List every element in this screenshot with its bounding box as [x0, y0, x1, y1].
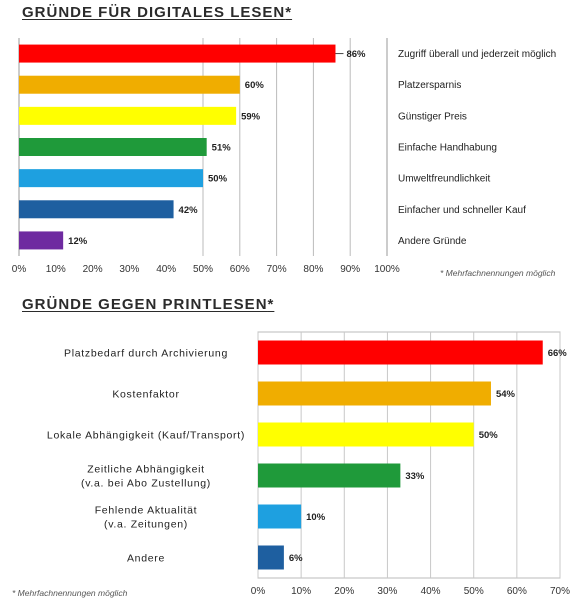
chart1-x-tick-label: 70% [267, 264, 287, 275]
chart1-data-label: 60% [245, 80, 265, 91]
chart1-x-tick-label: 10% [46, 264, 66, 275]
chart2-bar [258, 340, 543, 365]
chart1-category-label: Einfacher und schneller Kauf [398, 205, 526, 216]
chart1-category-label: Einfache Handhabung [398, 143, 497, 154]
chart2-bar [258, 422, 474, 447]
chart1-x-tick-label: 50% [193, 264, 213, 275]
chart1-bar [19, 138, 207, 156]
chart2-title: GRÜNDE GEGEN PRINTLESEN* [22, 296, 275, 313]
chart2-bar [258, 504, 302, 529]
chart1-title: GRÜNDE FÜR DIGITALES LESEN* [22, 4, 293, 21]
chart1-bar [19, 106, 237, 125]
chart1-category-label: Umweltfreundlichkeit [398, 174, 490, 185]
chart1-bar [19, 75, 240, 94]
chart1-category-label: Platzersparnis [398, 80, 461, 91]
chart1-data-label: 42% [179, 205, 199, 216]
chart1-category-label: Andere Gründe [398, 236, 467, 247]
chart1-data-label: 51% [212, 143, 232, 154]
chart2-category-label: Kostenfaktor [112, 389, 179, 401]
chart1-data-label: 50% [208, 174, 228, 185]
chart2-bar [258, 545, 284, 570]
chart2-category-label: (v.a. bei Abo Zustellung) [81, 478, 211, 490]
chart1-x-tick-label: 60% [230, 264, 250, 275]
chart1-data-label: 59% [241, 111, 261, 122]
chart1-x-tick-label: 30% [119, 264, 139, 275]
chart1-bar [19, 200, 174, 219]
chart2-category-label: Fehlende Aktualität [95, 505, 198, 517]
chart1-note: * Mehrfachnennungen möglich [440, 268, 556, 278]
chart2-x-tick-label: 40% [421, 586, 441, 597]
chart2-category-label: Zeitliche Abhängigkeit [87, 464, 205, 476]
chart1-data-label: 86% [346, 49, 366, 60]
chart1-category-label: Günstiger Preis [398, 111, 467, 122]
chart1-bar [19, 231, 64, 250]
chart2-category-label: Lokale Abhängigkeit (Kauf/Transport) [47, 430, 245, 442]
chart1-x-tick-label: 40% [156, 264, 176, 275]
chart2-x-tick-label: 60% [507, 586, 527, 597]
chart1-bar [19, 169, 203, 188]
chart2-x-tick-label: 10% [291, 586, 311, 597]
chart2-data-label: 50% [479, 430, 499, 441]
chart1-x-tick-label: 90% [340, 264, 360, 275]
chart2-data-label: 66% [548, 348, 568, 359]
chart2-x-tick-label: 70% [550, 586, 570, 597]
chart1-category-label: Zugriff überall und jederzeit möglich [398, 49, 556, 60]
chart2-data-label: 54% [496, 389, 516, 400]
chart2-data-label: 6% [289, 553, 303, 564]
chart1-svg: 0% 10% 20% 30% 40% 50% 60% 70% 80% 90% 100% 86% Zugr… [12, 38, 556, 275]
chart2-x-tick-label: 30% [377, 586, 397, 597]
chart1-x-tick-label: 0% [12, 264, 27, 275]
chart2-data-label: 10% [306, 512, 326, 523]
chart2-category-label: Platzbedarf durch Archivierung [64, 348, 228, 360]
chart1-x-tick-label: 100% [374, 264, 400, 275]
chart1-data-label: 12% [68, 236, 88, 247]
chart2-x-tick-label: 0% [251, 586, 266, 597]
chart1-x-tick-label: 20% [83, 264, 103, 275]
chart1-x-tick-label: 80% [303, 264, 323, 275]
chart1-bar [19, 44, 336, 63]
chart2-data-label: 33% [405, 471, 425, 482]
chart2-x-tick-label: 20% [334, 586, 354, 597]
chart2-bar [258, 463, 401, 488]
chart2-x-tick-label: 50% [464, 586, 484, 597]
chart2-bar [258, 381, 491, 406]
chart2-category-label: (v.a. Zeitungen) [104, 519, 188, 531]
chart2-note: * Mehrfachnennungen möglich [12, 588, 128, 598]
chart2-plot-frame [257, 331, 561, 579]
chart2-category-label: Andere [127, 553, 165, 565]
